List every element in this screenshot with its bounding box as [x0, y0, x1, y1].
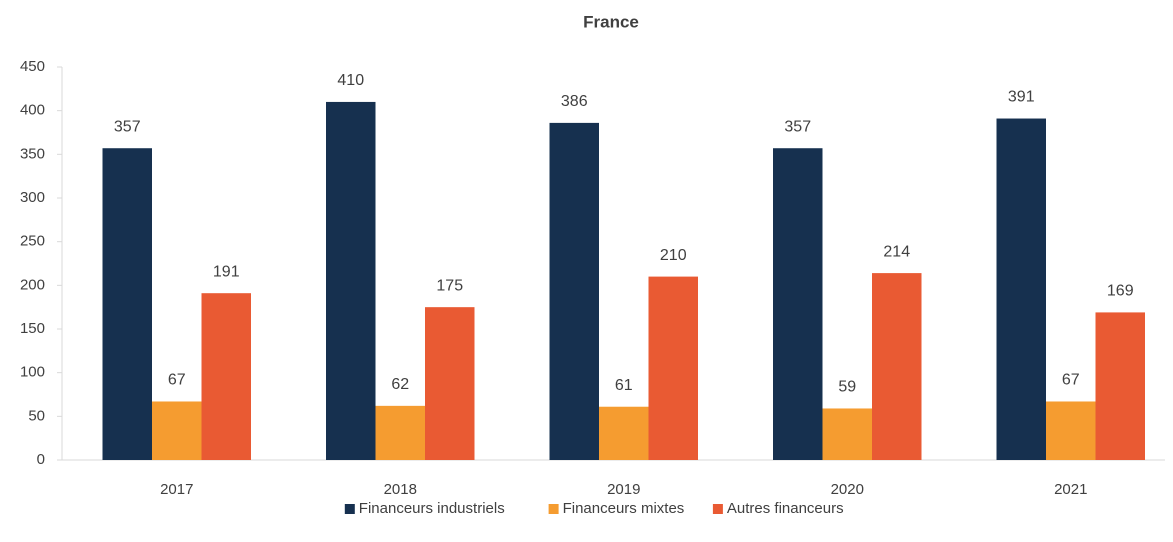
- legend-label: Financeurs industriels: [359, 500, 505, 517]
- data-label: 410: [337, 72, 364, 89]
- bar: [648, 276, 698, 460]
- legend-label: Autres financeurs: [727, 500, 844, 517]
- data-label: 61: [615, 377, 633, 394]
- data-label: 67: [168, 372, 186, 389]
- bar: [996, 118, 1046, 460]
- legend-swatch: [712, 504, 723, 514]
- y-tick-label: 450: [20, 58, 45, 75]
- bar: [599, 406, 649, 460]
- data-label: 62: [391, 376, 409, 393]
- bar: [1046, 401, 1096, 460]
- x-tick-label: 2020: [831, 481, 864, 498]
- y-tick-label: 150: [20, 320, 45, 337]
- y-tick-label: 200: [20, 276, 45, 293]
- data-label: 386: [561, 93, 588, 110]
- bar: [773, 148, 823, 460]
- bar: [1095, 312, 1145, 460]
- data-label: 191: [213, 263, 240, 280]
- y-tick-label: 50: [28, 407, 45, 424]
- data-label: 59: [838, 379, 856, 396]
- x-tick-label: 2017: [160, 481, 193, 498]
- data-label: 175: [436, 277, 463, 294]
- data-label: 391: [1008, 89, 1035, 106]
- data-label: 210: [660, 247, 687, 264]
- bar: [549, 122, 599, 460]
- data-label: 357: [784, 118, 811, 135]
- bar: [375, 405, 425, 460]
- y-tick-label: 350: [20, 145, 45, 162]
- y-tick-label: 300: [20, 189, 45, 206]
- data-label: 357: [114, 118, 141, 135]
- y-tick-label: 0: [37, 451, 45, 468]
- legend-swatch: [344, 504, 355, 514]
- x-tick-label: 2019: [607, 481, 640, 498]
- bar: [822, 408, 872, 460]
- bar: [102, 148, 152, 460]
- x-tick-label: 2021: [1054, 481, 1087, 498]
- bar: [326, 101, 376, 460]
- data-label: 214: [883, 243, 910, 260]
- bar: [152, 401, 202, 460]
- chart-title: France: [583, 12, 639, 31]
- bar: [872, 273, 922, 460]
- data-label: 67: [1062, 372, 1080, 389]
- y-tick-label: 400: [20, 102, 45, 119]
- y-tick-label: 250: [20, 233, 45, 250]
- x-tick-label: 2018: [384, 481, 417, 498]
- bar: [425, 307, 475, 460]
- y-tick-label: 100: [20, 364, 45, 381]
- data-label: 169: [1107, 283, 1134, 300]
- legend-label: Financeurs mixtes: [563, 500, 685, 517]
- legend-swatch: [548, 504, 559, 514]
- bar: [201, 293, 251, 460]
